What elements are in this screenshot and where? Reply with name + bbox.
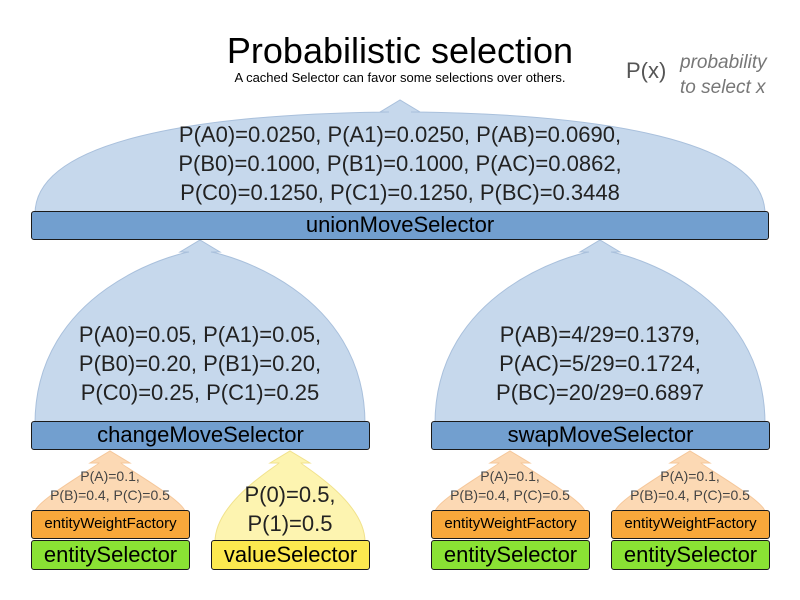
entity-selector[interactable]: entitySelector <box>31 540 190 570</box>
change-probabilities: P(A0)=0.05, P(A1)=0.05, P(B0)=0.20, P(B1… <box>35 320 365 407</box>
formula-line: P(B)=0.4, P(C)=0.5 <box>31 486 189 505</box>
probability-entry: P(C1)=0.25 <box>206 380 320 405</box>
formula-line: P(B0)=0.20, P(B1)=0.20, <box>35 349 365 378</box>
dome-arrow <box>34 99 766 215</box>
formula-line: P(C0)=0.1250, P(C1)=0.1250, P(BC)=0.3448 <box>35 178 765 207</box>
probability-entry: P(BC)=20/29=0.6897 <box>496 380 704 405</box>
probability-entry: P(A1)=0.0250, <box>327 122 471 147</box>
entity-weight-factory[interactable]: entityWeightFactory <box>611 510 770 539</box>
formula-line: P(B)=0.4, P(C)=0.5 <box>431 486 589 505</box>
probability-entry: P(0)=0.5, <box>244 482 336 507</box>
probability-entry: P(AC)=5/29=0.1724, <box>499 351 701 376</box>
probability-entry: P(AB)=0.0690, <box>476 122 622 147</box>
probability-entry: P(A)=0.1, <box>480 468 540 484</box>
probability-entry: P(C0)=0.1250, <box>180 180 324 205</box>
union-probabilities: P(A0)=0.0250, P(A1)=0.0250, P(AB)=0.0690… <box>35 120 765 207</box>
value-selector[interactable]: valueSelector <box>211 540 370 570</box>
page-title: Probabilistic selection <box>226 30 574 71</box>
probability-entry: P(B0)=0.1000, <box>178 151 321 176</box>
probability-entry: P(C)=0.5 <box>693 487 750 503</box>
legend-line: to select x <box>680 77 766 98</box>
probability-entry: P(B)=0.4, <box>630 487 690 503</box>
legend-symbol: P(x) <box>626 58 667 83</box>
entity-weight-factory[interactable]: entityWeightFactory <box>31 510 190 539</box>
legend-line: probability <box>680 52 767 73</box>
entity-selector[interactable]: entitySelector <box>611 540 770 570</box>
formula-line: P(B)=0.4, P(C)=0.5 <box>611 486 769 505</box>
probability-entry: P(A0)=0.0250, <box>178 122 322 147</box>
formula-line: P(B0)=0.1000, P(B1)=0.1000, P(AC)=0.0862… <box>35 149 765 178</box>
probability-entry: P(A)=0.1, <box>660 468 720 484</box>
dome-arrow <box>614 450 766 513</box>
formula-line: P(C0)=0.25, P(C1)=0.25 <box>35 378 365 407</box>
dome-arrow <box>434 239 766 425</box>
value-probabilities: P(0)=0.5, P(1)=0.5 <box>211 480 369 538</box>
probability-entry: P(AB)=4/29=0.1379, <box>499 322 701 347</box>
change-move-selector[interactable]: changeMoveSelector <box>31 421 370 450</box>
dome-arrow <box>214 450 366 543</box>
legend-description: probability to select x <box>680 50 767 100</box>
entity-weights-left: P(A)=0.1, P(B)=0.4, P(C)=0.5 <box>31 467 189 505</box>
probability-entry: P(C1)=0.1250, <box>329 180 474 205</box>
probability-entry: P(B0)=0.20, <box>78 351 197 376</box>
swap-move-selector[interactable]: swapMoveSelector <box>431 421 770 450</box>
entity-weights-swap-1: P(A)=0.1, P(B)=0.4, P(C)=0.5 <box>431 467 589 505</box>
probability-entry: P(C)=0.5 <box>113 487 170 503</box>
entity-weights-swap-2: P(A)=0.1, P(B)=0.4, P(C)=0.5 <box>611 467 769 505</box>
page-subtitle: A cached Selector can favor some selecti… <box>234 70 566 85</box>
swap-probabilities: P(AB)=4/29=0.1379, P(AC)=5/29=0.1724, P(… <box>435 320 765 407</box>
entity-selector[interactable]: entitySelector <box>431 540 590 570</box>
probability-entry: P(BC)=0.3448 <box>479 180 620 205</box>
formula-line: P(A0)=0.0250, P(A1)=0.0250, P(AB)=0.0690… <box>35 120 765 149</box>
dome-arrow <box>34 239 366 425</box>
entity-weight-factory[interactable]: entityWeightFactory <box>431 510 590 539</box>
probability-entry: P(C)=0.5 <box>513 487 570 503</box>
probability-entry: P(C0)=0.25, <box>80 380 200 405</box>
dome-arrow <box>34 450 186 513</box>
union-move-selector[interactable]: unionMoveSelector <box>31 211 769 240</box>
probability-entry: P(B)=0.4, <box>450 487 510 503</box>
probability-entry: P(A0)=0.05, <box>78 322 197 347</box>
formula-line: P(A0)=0.05, P(A1)=0.05, <box>35 320 365 349</box>
probability-entry: P(A)=0.1, <box>80 468 140 484</box>
probability-entry: P(B1)=0.1000, <box>326 151 470 176</box>
probability-entry: P(AC)=0.0862, <box>475 151 622 176</box>
dome-arrow <box>434 450 586 513</box>
probability-entry: P(B1)=0.20, <box>203 351 322 376</box>
probability-entry: P(B)=0.4, <box>50 487 110 503</box>
probability-entry: P(1)=0.5 <box>247 511 333 536</box>
probability-entry: P(A1)=0.05, <box>203 322 322 347</box>
